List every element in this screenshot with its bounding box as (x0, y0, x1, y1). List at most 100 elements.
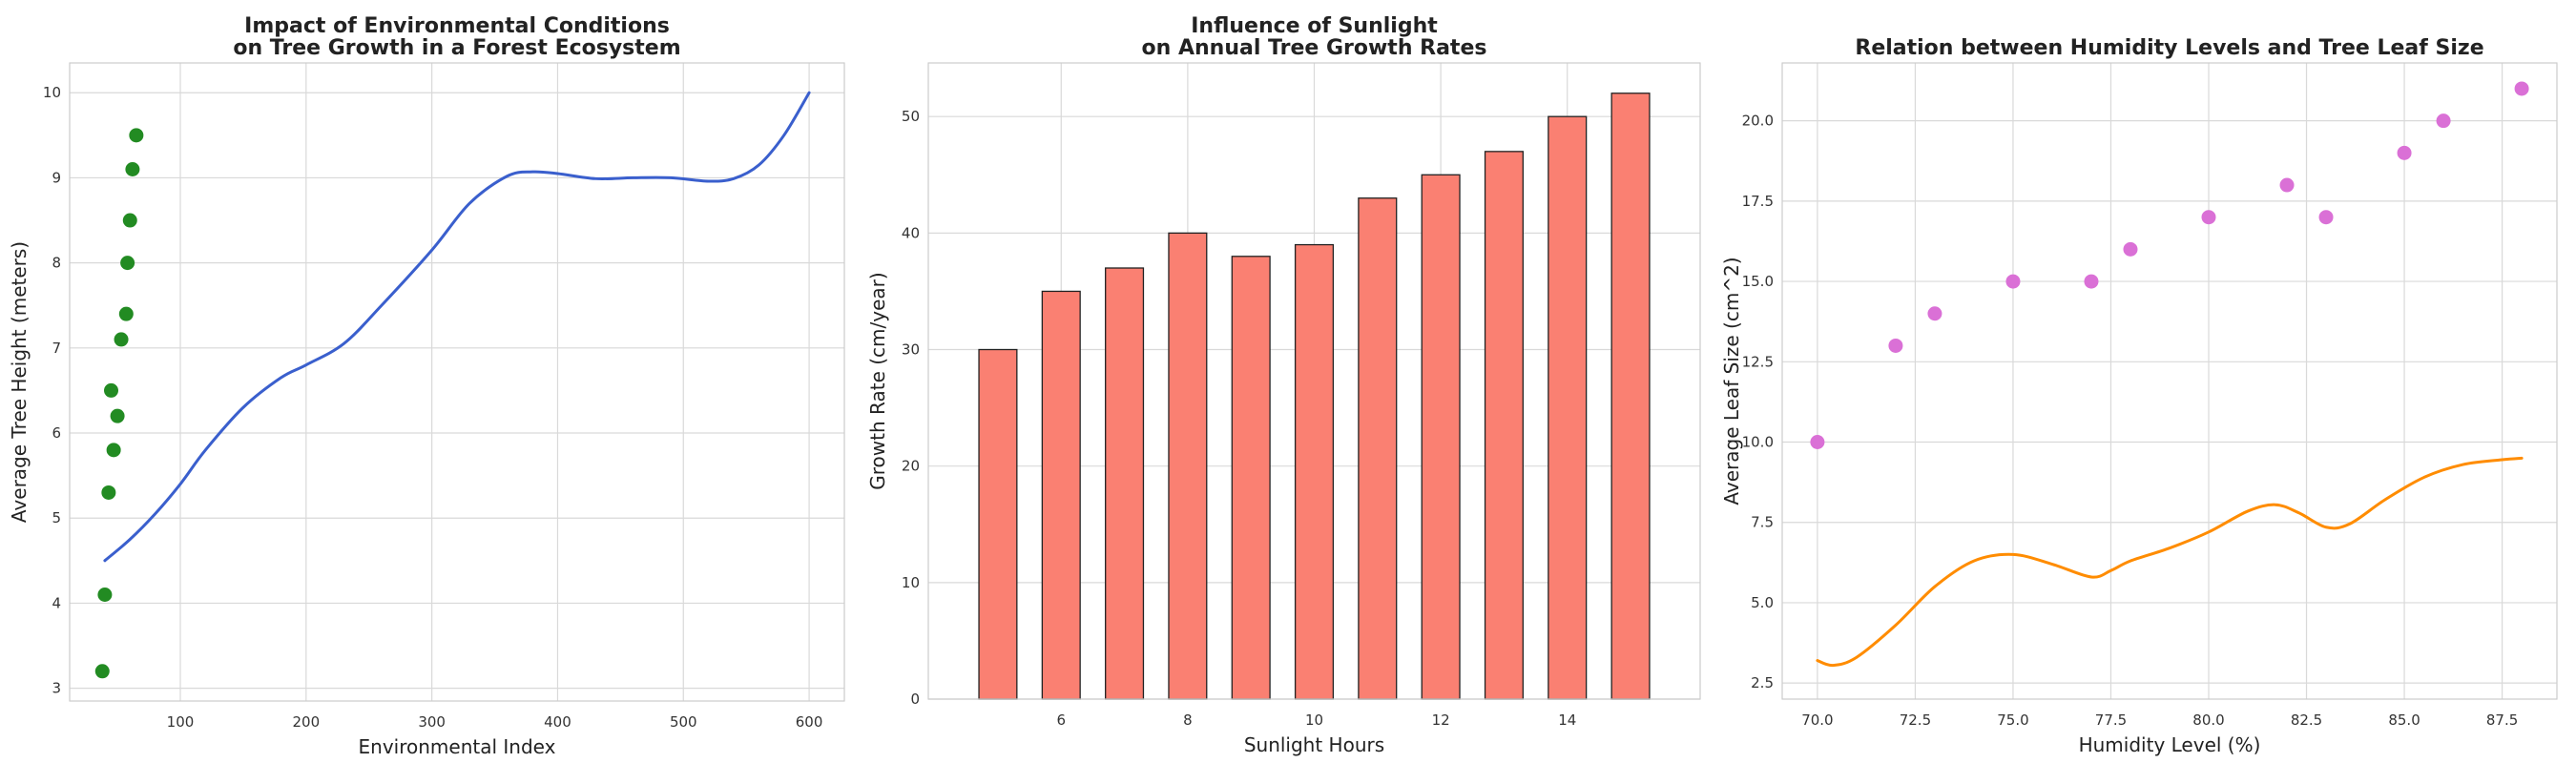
y-tick-label: 15.0 (1742, 273, 1774, 290)
scatter-point (2514, 81, 2529, 96)
plot-frame (927, 62, 1701, 700)
scatter-point (1888, 338, 1903, 353)
scatter-point (2397, 145, 2412, 160)
x-tick-label: 6 (1056, 711, 1066, 729)
chart-2: 6 8 10 12 14 0 10 20 30 40 50 Influence of Sunlight… (866, 14, 1701, 756)
x-tick-label: 300 (418, 713, 446, 731)
x-tick-label: 85.0 (2388, 711, 2420, 729)
x-tick-label: 70.0 (1801, 711, 1833, 729)
bar (1484, 151, 1524, 700)
scatter-point (110, 408, 125, 423)
x-tick-label: 87.5 (2486, 711, 2518, 729)
chart-title-line: on Tree Growth in a Forest Ecosystem (233, 36, 680, 60)
x-tick-label: 600 (796, 713, 823, 731)
scatter-point (125, 162, 140, 176)
x-tick-label: 82.5 (2291, 711, 2322, 729)
plot-frame (69, 62, 845, 702)
scatter-point (118, 306, 134, 321)
y-tick-label: 30 (902, 341, 920, 359)
y-tick-label: 20 (902, 458, 920, 475)
y-tick-label: 12.5 (1742, 353, 1774, 370)
scatter-point (2084, 274, 2099, 289)
bar (1041, 290, 1081, 700)
y-tick-label: 50 (902, 108, 920, 125)
y-axis-label: Average Tree Height (meters) (8, 241, 31, 523)
x-tick-label: 77.5 (2095, 711, 2127, 729)
y-axis-label: Growth Rate (cm/year) (866, 272, 889, 489)
x-tick-label: 12 (1432, 711, 1450, 729)
scatter-point (1927, 306, 1942, 321)
y-tick-label: 7.5 (1751, 514, 1774, 531)
tick-labels: 100 200 300 400 500 600 3 4 5 6 7 8 9 10 (43, 84, 823, 731)
bar (1294, 243, 1335, 700)
y-tick-label: 9 (52, 169, 61, 186)
y-tick-label: 10 (902, 574, 920, 591)
bar (1610, 93, 1651, 700)
bar (1105, 267, 1145, 700)
scatter-point (94, 664, 110, 679)
scatter-point (101, 485, 116, 500)
chart-title-line: on Annual Tree Growth Rates (1142, 36, 1487, 60)
scatter-point (2005, 274, 2021, 289)
x-tick-label: 75.0 (1997, 711, 2028, 729)
x-axis-label: Humidity Level (%) (2079, 733, 2261, 756)
x-tick-label: 200 (292, 713, 320, 731)
trend-line (103, 91, 811, 563)
y-tick-label: 3 (52, 680, 61, 697)
x-tick-label: 8 (1183, 711, 1193, 729)
scatter-point (2318, 210, 2334, 225)
y-tick-label: 8 (52, 255, 61, 272)
scatter-point (129, 128, 144, 143)
chart-title: Relation between Humidity Levels and Tre… (1855, 36, 2483, 60)
scatter-point (114, 332, 129, 347)
scatter-point (122, 213, 137, 228)
x-tick-label: 80.0 (2192, 711, 2224, 729)
scatter-point (106, 443, 121, 458)
scatter-point (104, 382, 118, 398)
scatter-point (2201, 210, 2216, 225)
scatter-point (2123, 241, 2138, 257)
gridlines (1782, 63, 2557, 699)
y-tick-label: 0 (910, 691, 920, 708)
bar (978, 348, 1018, 700)
bar (1358, 197, 1398, 700)
y-tick-label: 17.5 (1742, 193, 1774, 210)
scatter-point (97, 588, 113, 602)
x-tick-label: 10 (1305, 711, 1323, 729)
bars (978, 93, 1651, 700)
x-axis-label: Environmental Index (359, 735, 556, 758)
scatter-points (1810, 81, 2529, 450)
x-tick-label: 100 (167, 713, 195, 731)
scatter-point (2436, 113, 2451, 129)
bar (1168, 232, 1208, 700)
chart-title-line: Impact of Environmental Conditions (244, 14, 670, 38)
y-tick-label: 5.0 (1751, 594, 1774, 611)
trend-line (1816, 456, 2524, 668)
y-tick-label: 20.0 (1742, 113, 1774, 130)
y-tick-label: 40 (902, 224, 920, 241)
y-tick-label: 6 (52, 424, 61, 442)
x-tick-label: 14 (1558, 711, 1576, 729)
y-tick-label: 10 (43, 84, 61, 101)
x-axis-label: Sunlight Hours (1244, 733, 1384, 756)
scatter-point (1810, 435, 1825, 450)
y-tick-label: 5 (52, 509, 61, 526)
gridlines (70, 63, 844, 701)
scatter-point (2279, 177, 2295, 193)
bar (1231, 256, 1271, 700)
x-tick-label: 400 (544, 713, 571, 731)
bar (1421, 174, 1461, 700)
tick-labels: 6 8 10 12 14 0 10 20 30 40 50 (902, 108, 1576, 729)
chart-title-line: Influence of Sunlight (1191, 14, 1438, 38)
x-tick-label: 500 (670, 713, 697, 731)
y-tick-label: 7 (52, 340, 61, 357)
scatter-point (120, 256, 135, 271)
bar (1548, 115, 1588, 700)
chart-1: 100 200 300 400 500 600 3 4 5 6 7 8 9 10 Impact of Env… (8, 14, 845, 758)
y-axis-label: Average Leaf Size (cm^2) (1720, 257, 1743, 505)
y-tick-label: 4 (52, 594, 61, 611)
x-tick-label: 72.5 (1900, 711, 1931, 729)
